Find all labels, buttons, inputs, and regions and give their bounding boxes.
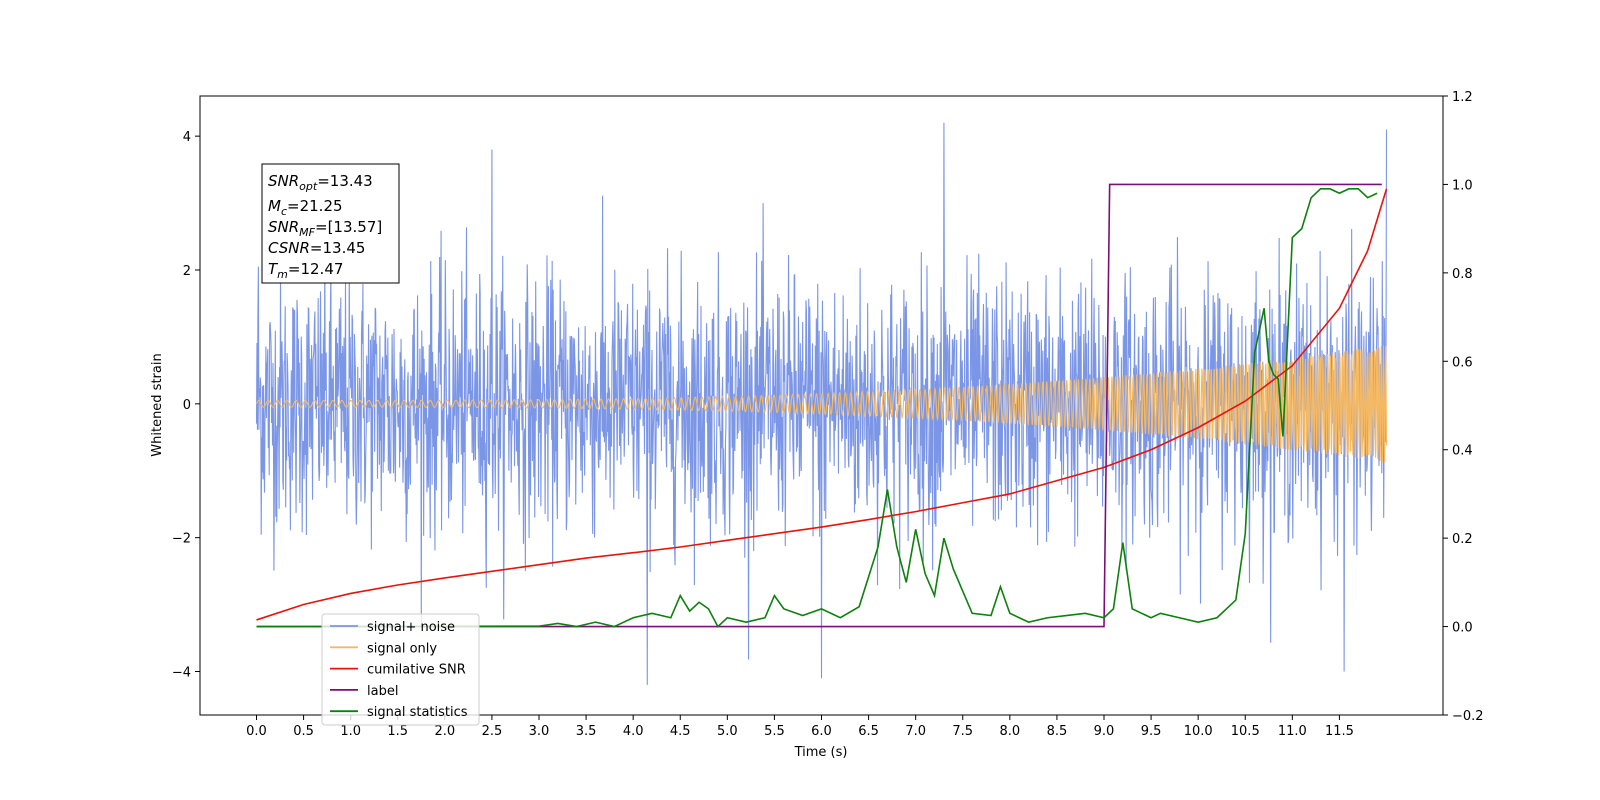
x-tick-label: 8.0 <box>999 724 1020 739</box>
y-tick-label: 2 <box>183 264 191 279</box>
x-tick-label: 4.5 <box>670 724 691 739</box>
x-tick-label: 8.5 <box>1047 724 1068 739</box>
x-tick-label: 4.0 <box>623 724 644 739</box>
annotation-tm: Tm=12.47 <box>268 260 343 281</box>
legend-label: signal statistics <box>367 705 468 720</box>
legend-label: label <box>367 684 398 699</box>
y2-tick-label: 1.0 <box>1452 178 1473 193</box>
x-tick-label: 7.0 <box>905 724 926 739</box>
legend: signal+ noise signal only cumilative SNR la… <box>321 613 480 726</box>
annotation-mc: Mc=21.25 <box>268 197 343 218</box>
x-tick-label: 10.0 <box>1184 724 1213 739</box>
x-tick-label: 2.5 <box>482 724 503 739</box>
x-axis-label: Time (s) <box>794 745 848 760</box>
series-cumulative-snr-line <box>256 188 1388 621</box>
annotation-snr-opt: SNRopt=13.43 <box>268 172 373 193</box>
annotation-csnr: CSNR=13.45 <box>268 239 365 257</box>
x-tick-label: 3.0 <box>529 724 550 739</box>
plot-area <box>255 122 1388 685</box>
y-tick-label: −4 <box>172 666 191 681</box>
series-signal-only-line <box>255 345 1388 463</box>
annotation-box: SNRopt=13.43 Mc=21.25 SNRMF=[13.57] CSNR… <box>261 163 400 284</box>
y-axis-right: −0.2 0.0 0.2 0.4 0.6 0.8 1.0 1.2 <box>1443 90 1484 724</box>
y2-tick-label: 1.2 <box>1452 90 1473 105</box>
x-tick-label: 6.5 <box>858 724 879 739</box>
x-tick-label: 1.0 <box>340 724 361 739</box>
series-label-line <box>256 183 1382 628</box>
legend-frame <box>321 613 480 726</box>
x-tick-label: 5.5 <box>764 724 785 739</box>
legend-items: signal+ noise signal only cumilative SNR la… <box>330 620 468 720</box>
x-tick-label: 6.0 <box>811 724 832 739</box>
y-tick-label: −2 <box>172 532 191 547</box>
y2-tick-label: 0.4 <box>1452 444 1473 459</box>
x-tick-label: 3.5 <box>576 724 597 739</box>
y2-tick-label: 0.2 <box>1452 532 1473 547</box>
series-layer <box>255 122 1388 685</box>
y-tick-label: 0 <box>183 398 191 413</box>
y2-tick-label: 0.0 <box>1452 621 1473 636</box>
y-axis-left: −4 −2 0 2 4 <box>172 130 200 681</box>
x-tick-label: 11.5 <box>1325 724 1354 739</box>
y2-tick-label: 0.8 <box>1452 267 1473 282</box>
series-signal-noise-line <box>255 122 1388 685</box>
y2-tick-label: 0.6 <box>1452 355 1473 370</box>
series-signal-statistics-line <box>256 188 1378 628</box>
y-axis-label: Whitened strain <box>150 353 165 456</box>
x-tick-label: 7.5 <box>952 724 973 739</box>
x-tick-label: 0.0 <box>246 724 267 739</box>
legend-label: cumilative SNR <box>367 663 466 678</box>
x-tick-label: 2.0 <box>434 724 455 739</box>
x-tick-label: 1.5 <box>387 724 408 739</box>
legend-label: signal only <box>367 641 437 656</box>
x-tick-label: 9.5 <box>1141 724 1162 739</box>
x-tick-label: 5.0 <box>717 724 738 739</box>
annotation-snr-mf: SNRMF=[13.57] <box>268 218 382 239</box>
x-tick-label: 10.5 <box>1231 724 1260 739</box>
x-tick-label: 9.0 <box>1094 724 1115 739</box>
annotation-frame <box>261 163 400 284</box>
legend-label: signal+ noise <box>367 620 455 635</box>
y2-tick-label: −0.2 <box>1452 709 1484 724</box>
x-tick-label: 11.0 <box>1278 724 1307 739</box>
x-tick-label: 0.5 <box>293 724 314 739</box>
y-tick-label: 4 <box>183 130 191 145</box>
x-axis: 0.0 0.5 1.0 1.5 2.0 2.5 3.0 3.5 4.0 4.5 5.0 5.5 6.0 6… <box>246 715 1354 739</box>
